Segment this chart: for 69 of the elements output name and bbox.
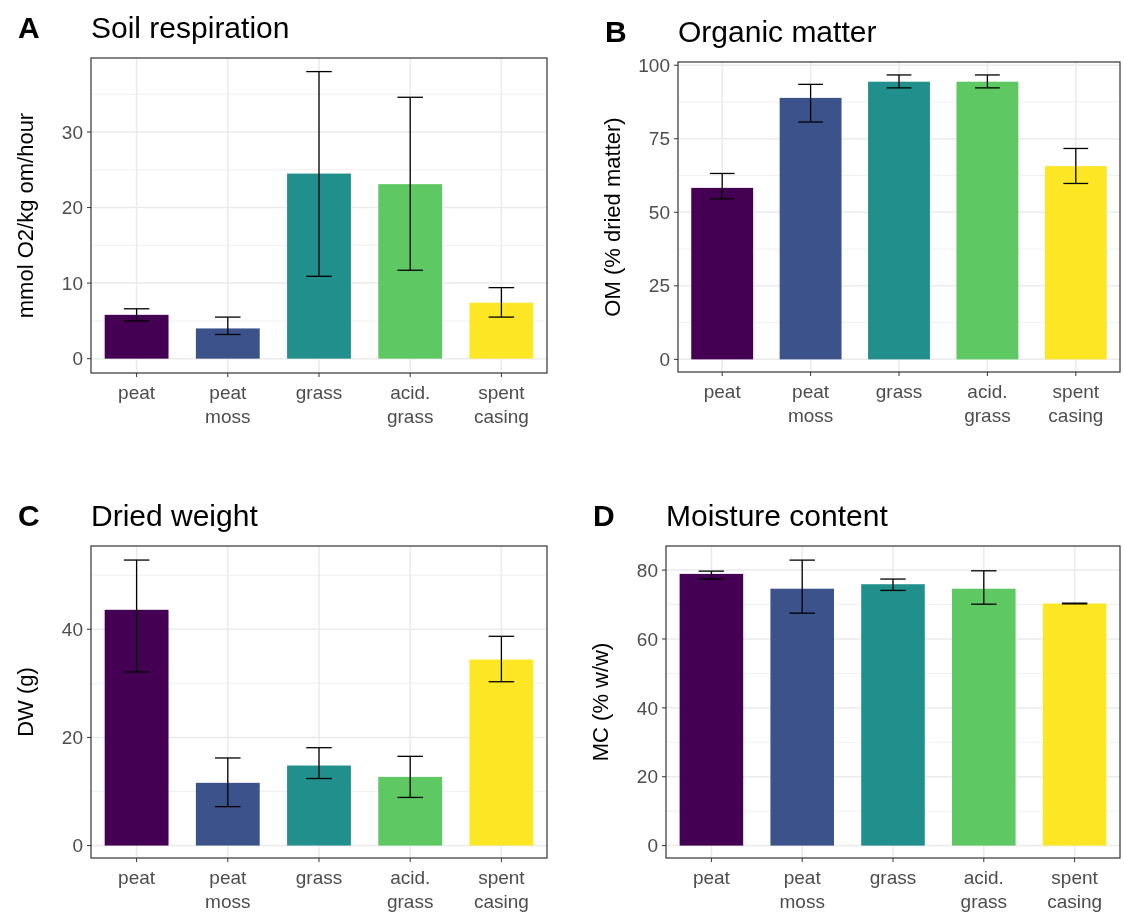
x-tick-label: spent casing [1047,867,1103,912]
x-tick-label: peat [692,867,731,888]
bar [287,765,351,846]
x-tick-label: grass [295,867,343,888]
chart-title: Soil respiration [91,11,290,44]
x-tick-label: grass [875,381,923,402]
x-tick-label: peat [118,867,156,888]
bar [104,314,169,359]
x-tick-label: acid. grass [960,867,1008,912]
bar [861,584,925,846]
y-tick-label: 10 [61,272,83,294]
chart-title: Organic matter [678,15,877,48]
y-tick-label: 100 [638,54,670,76]
y-axis-title: MC (% w/w) [588,642,613,762]
x-tick-label: spent casing [473,867,529,912]
x-tick-label: peat moss [205,867,251,912]
y-axis-title: OM (% dried matter) [600,117,625,317]
x-tick-label: acid. grass [386,382,434,427]
text: D [593,499,615,532]
y-tick-label: 75 [648,128,670,150]
bar [1044,166,1107,360]
y-tick-label: 60 [636,628,658,650]
x-tick-label: grass [869,867,917,888]
chart-title: Moisture content [666,499,889,532]
y-axis-title: mmol O2/kg om/hour [13,112,38,319]
y-tick-label: 20 [61,727,83,749]
y-axis-title: DW (g) [13,667,38,737]
y-tick-label: 50 [648,201,670,223]
bar [287,173,351,359]
x-tick-label: peat [118,382,156,403]
x-tick-label: peat [703,381,742,402]
y-tick-label: 40 [636,697,658,719]
bar [378,776,443,846]
bar [691,187,754,360]
bar [378,184,443,359]
x-tick-label: spent casing [1048,381,1104,426]
y-tick-label: 20 [61,197,83,219]
x-tick-label: peat moss [779,867,825,912]
y-tick-label: 20 [636,766,658,788]
bar [779,97,842,360]
text: B [605,15,627,48]
bar [868,81,930,360]
y-tick-label: 0 [659,349,670,370]
bar [1042,603,1107,846]
y-tick-label: 25 [648,275,670,297]
bar [195,328,260,359]
bar [956,81,1019,360]
text: C [18,499,40,532]
y-tick-label: 0 [72,835,83,857]
x-tick-label: grass [295,382,343,403]
text: A [18,11,40,44]
bar [104,609,169,846]
x-tick-label: acid. grass [964,381,1011,426]
bar [469,302,534,359]
x-tick-label: peat moss [787,381,834,426]
x-tick-label: acid. grass [386,867,434,912]
y-tick-label: 30 [61,121,83,143]
chart-title: Dried weight [91,499,259,532]
bar [952,588,1016,846]
y-tick-label: 0 [72,348,83,370]
y-tick-label: 0 [647,835,658,857]
bar [770,588,834,846]
bar [469,659,534,846]
y-tick-label: 80 [636,559,658,581]
x-tick-label: peat moss [205,382,251,427]
y-tick-label: 40 [61,618,83,640]
x-tick-label: spent casing [473,382,529,427]
bar [195,782,260,846]
bar [679,573,744,846]
